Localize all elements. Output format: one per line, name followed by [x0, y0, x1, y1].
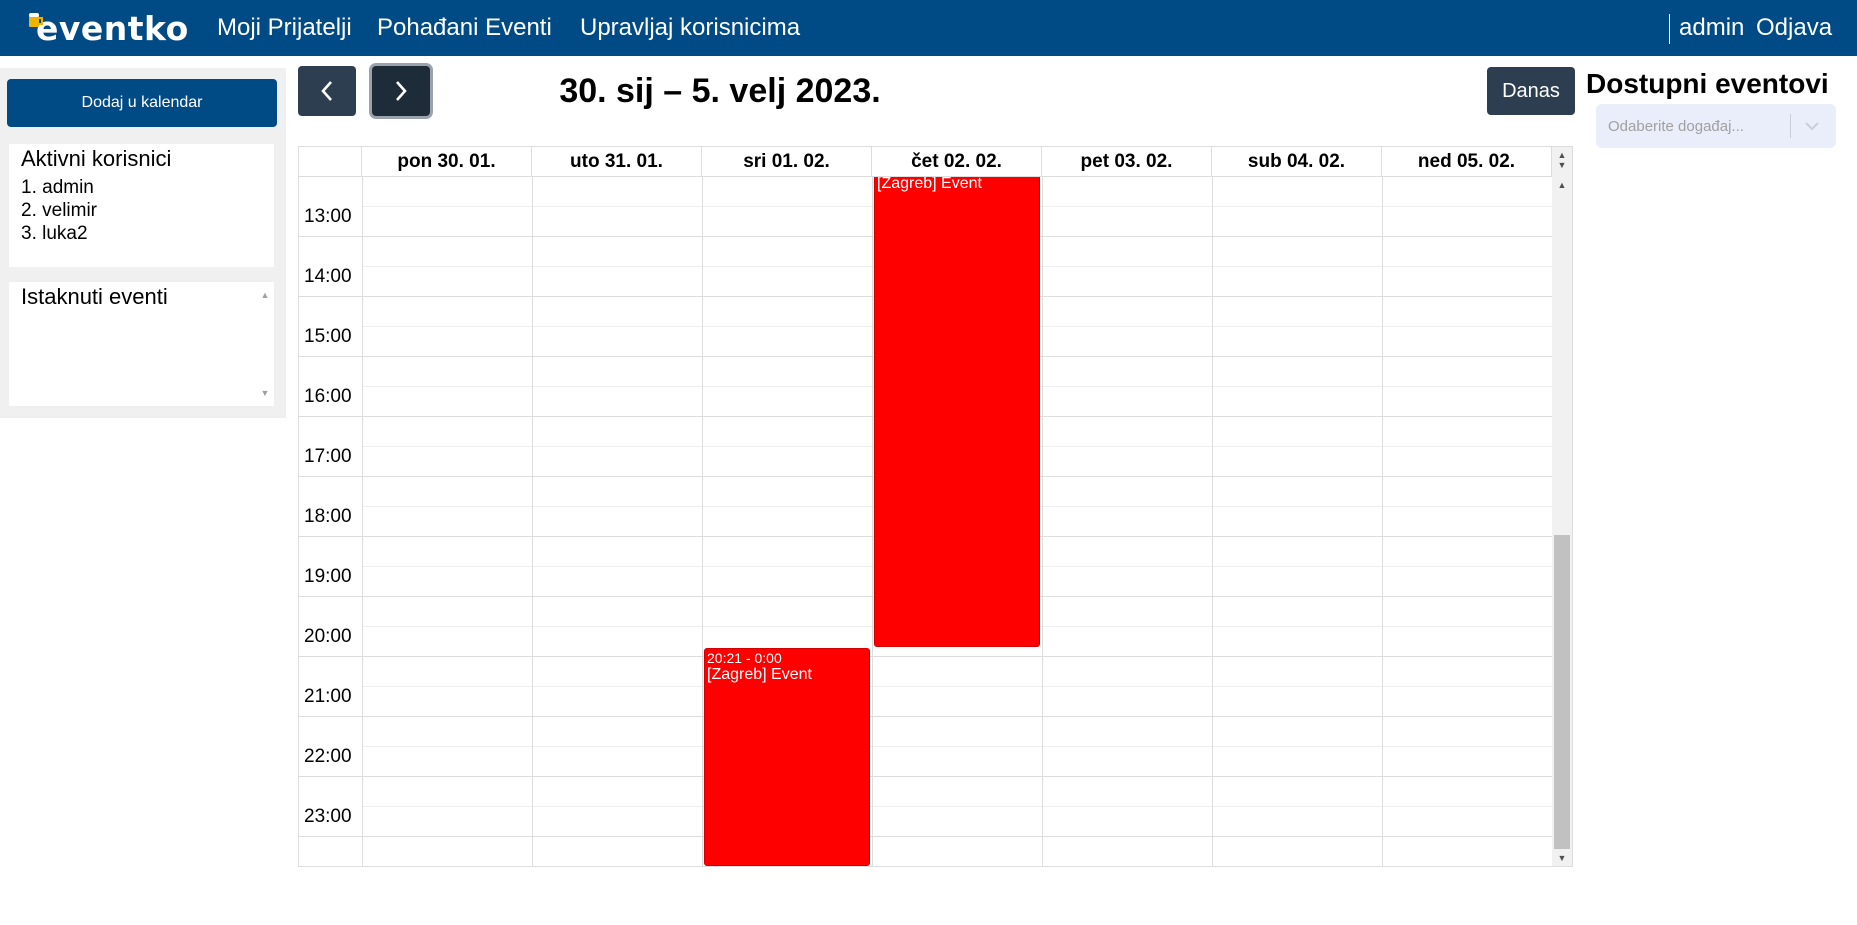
hour-label: 18:00 — [304, 506, 352, 527]
calendar-event[interactable]: [Zagreb] Event — [874, 177, 1040, 647]
scroll-down-icon[interactable]: ▼ — [260, 388, 270, 398]
column-line — [872, 177, 873, 866]
day-header: sub 04. 02. — [1212, 147, 1382, 177]
time-axis-header — [299, 147, 362, 177]
hour-label: 19:00 — [304, 566, 352, 587]
hour-line — [299, 836, 1552, 837]
hour-line — [299, 656, 1552, 657]
scroll-down-icon[interactable]: ▼ — [1557, 160, 1567, 170]
chevron-right-icon — [396, 81, 407, 101]
available-events-title: Dostupni eventovi — [1586, 68, 1829, 99]
calendar-body[interactable]: 13:00 14:00 15:00 16:00 17:00 18:00 19:0… — [299, 177, 1552, 866]
hour-label: 16:00 — [304, 386, 352, 407]
logo-text: eventko — [36, 8, 189, 48]
day-header-row: pon 30. 01. uto 31. 01. sri 01. 02. čet … — [299, 147, 1552, 177]
day-header: čet 02. 02. — [872, 147, 1042, 177]
column-line — [702, 177, 703, 866]
list-item: 1. admin — [21, 177, 94, 198]
beer-mug-icon — [29, 13, 43, 27]
hour-label: 20:00 — [304, 626, 352, 647]
chevron-left-icon — [321, 81, 332, 101]
sidebar: Dodaj u kalendar Aktivni korisnici 1. ad… — [0, 68, 286, 418]
calendar-title: 30. sij – 5. velj 2023. — [559, 72, 881, 110]
prev-week-button[interactable] — [298, 66, 356, 116]
active-users-panel: Aktivni korisnici 1. admin 2. velimir 3.… — [9, 144, 274, 267]
column-line — [532, 177, 533, 866]
featured-events-panel[interactable]: Istaknuti eventi ▲ ▼ — [9, 282, 274, 406]
active-users-title: Aktivni korisnici — [21, 146, 172, 171]
calendar-event[interactable]: 20:21 - 0:00 [Zagreb] Event — [704, 648, 870, 866]
day-header: uto 31. 01. — [532, 147, 702, 177]
column-line — [362, 177, 363, 866]
half-hour-line — [362, 746, 1552, 747]
half-hour-line — [362, 806, 1552, 807]
nav-username[interactable]: admin — [1679, 14, 1745, 41]
nav-link-friends[interactable]: Moji Prijatelji — [217, 14, 352, 41]
column-line — [1042, 177, 1043, 866]
day-header: pet 03. 02. — [1042, 147, 1212, 177]
hour-label: 15:00 — [304, 326, 352, 347]
day-header: pon 30. 01. — [362, 147, 532, 177]
hour-label: 23:00 — [304, 806, 352, 827]
day-header: ned 05. 02. — [1382, 147, 1552, 177]
event-title: [Zagreb] Event — [707, 666, 812, 683]
hour-label: 21:00 — [304, 686, 352, 707]
event-select-placeholder: Odaberite događaj... — [1608, 118, 1744, 135]
calendar-scrollbar[interactable]: ▲ ▼ ▲ ▼ — [1552, 147, 1572, 866]
half-hour-line — [362, 686, 1552, 687]
featured-events-title: Istaknuti eventi — [21, 284, 168, 309]
event-title: [Zagreb] Event — [877, 177, 982, 192]
list-item: 3. luka2 — [21, 223, 88, 244]
hour-label: 13:00 — [304, 206, 352, 227]
event-time: 20:21 - 0:00 — [707, 650, 782, 666]
hour-label: 17:00 — [304, 446, 352, 467]
hour-label: 22:00 — [304, 746, 352, 767]
column-line — [1382, 177, 1383, 866]
hour-label: 14:00 — [304, 266, 352, 287]
nav-divider — [1669, 14, 1670, 44]
scroll-up-icon[interactable]: ▲ — [1557, 180, 1567, 190]
list-item: 2. velimir — [21, 200, 98, 221]
column-line — [1212, 177, 1213, 866]
day-header: sri 01. 02. — [702, 147, 872, 177]
logo[interactable]: eventko — [26, 4, 189, 52]
today-button[interactable]: Danas — [1487, 67, 1575, 115]
next-week-button[interactable] — [372, 66, 430, 116]
nav-link-manage-users[interactable]: Upravljaj korisnicima — [580, 14, 801, 41]
featured-scrollbar[interactable]: ▲ ▼ — [260, 286, 270, 402]
scroll-down-icon[interactable]: ▼ — [1557, 853, 1567, 863]
nav-link-attended-events[interactable]: Pohađani Eventi — [377, 14, 552, 41]
event-select[interactable]: Odaberite događaj... — [1596, 104, 1836, 148]
hour-line — [299, 716, 1552, 717]
chevron-down-icon[interactable] — [1802, 116, 1822, 136]
select-divider — [1790, 114, 1791, 138]
hour-line — [299, 776, 1552, 777]
logout-link[interactable]: Odjava — [1756, 14, 1833, 41]
week-calendar: pon 30. 01. uto 31. 01. sri 01. 02. čet … — [298, 146, 1573, 867]
top-navbar: eventko Moji Prijatelji Pohađani Eventi … — [0, 0, 1857, 56]
add-to-calendar-button[interactable]: Dodaj u kalendar — [7, 79, 277, 127]
scrollbar-thumb[interactable] — [1554, 535, 1570, 849]
scroll-up-icon[interactable]: ▲ — [1557, 150, 1567, 160]
active-users-list: 1. admin 2. velimir 3. luka2 — [21, 176, 262, 245]
scroll-up-icon[interactable]: ▲ — [260, 290, 270, 300]
